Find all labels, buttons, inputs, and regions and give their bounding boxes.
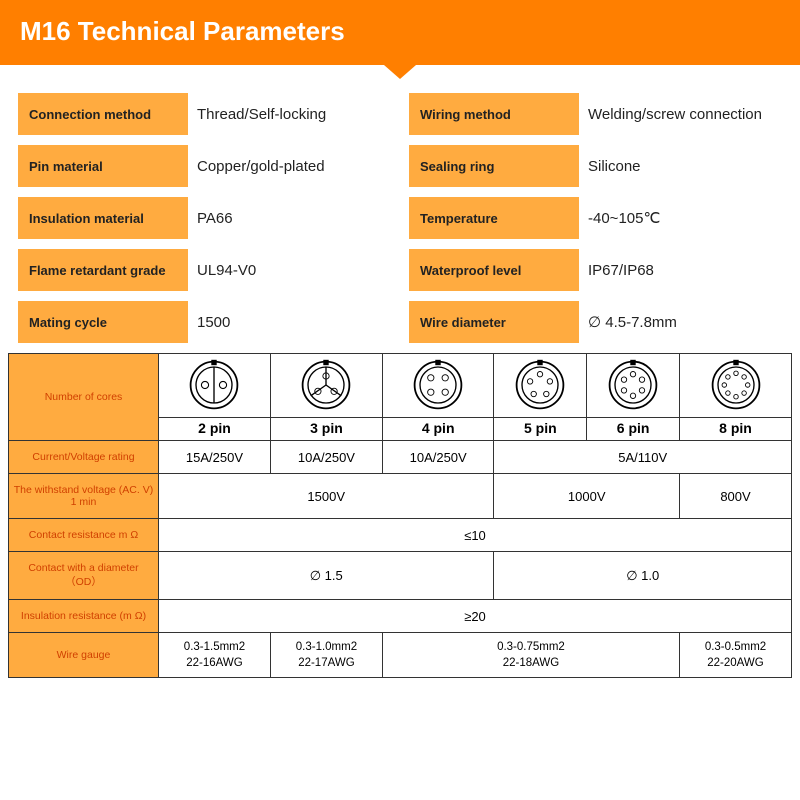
param-label: Insulation material: [18, 197, 188, 239]
row-header-insulation-resistance: Insulation resistance (m Ω): [9, 600, 159, 633]
param-value: IP67/IP68: [579, 249, 782, 291]
spec-table: Number of cores 2 pin 3 pin 4 pin 5 pin …: [0, 353, 800, 688]
param-insulation-material: Insulation materialPA66: [18, 197, 391, 239]
param-label: Waterproof level: [409, 249, 579, 291]
cell: 5A/110V: [494, 441, 792, 474]
pin-icon-5: [494, 354, 587, 418]
cell: 10A/250V: [270, 441, 382, 474]
cell: ∅ 1.0: [494, 552, 792, 600]
pin-label: 5 pin: [494, 418, 587, 441]
param-value: Silicone: [579, 145, 782, 187]
param-value: Copper/gold-plated: [188, 145, 391, 187]
param-connection-method: Connection methodThread/Self-locking: [18, 93, 391, 135]
pin-label: 3 pin: [270, 418, 382, 441]
param-label: Wiring method: [409, 93, 579, 135]
cell: 0.3-1.5mm222-16AWG: [159, 633, 271, 678]
pin-icon-6: [587, 354, 680, 418]
param-mating-cycle: Mating cycle1500: [18, 301, 391, 343]
param-value: 1500: [188, 301, 391, 343]
param-value: Welding/screw connection: [579, 93, 782, 135]
param-value: -40~105℃: [579, 197, 782, 239]
page-title: M16 Technical Parameters: [20, 16, 780, 47]
param-value: PA66: [188, 197, 391, 239]
pin-label: 8 pin: [680, 418, 792, 441]
param-waterproof: Waterproof levelIP67/IP68: [409, 249, 782, 291]
row-header-withstand: The withstand voltage (AC. V) 1 min: [9, 474, 159, 519]
param-label: Pin material: [18, 145, 188, 187]
pin-label: 2 pin: [159, 418, 271, 441]
cell: 15A/250V: [159, 441, 271, 474]
cell: 0.3-0.75mm222-18AWG: [382, 633, 679, 678]
param-label: Mating cycle: [18, 301, 188, 343]
param-flame-retardant: Flame retardant gradeUL94-V0: [18, 249, 391, 291]
param-label: Connection method: [18, 93, 188, 135]
param-pin-material: Pin materialCopper/gold-plated: [18, 145, 391, 187]
pin-label: 4 pin: [382, 418, 494, 441]
cell: 800V: [680, 474, 792, 519]
pin-label: 6 pin: [587, 418, 680, 441]
parameter-grid: Connection methodThread/Self-locking Wir…: [0, 65, 800, 353]
pin-icon-8: [680, 354, 792, 418]
cell: ≤10: [159, 519, 792, 552]
param-label: Sealing ring: [409, 145, 579, 187]
param-sealing-ring: Sealing ringSilicone: [409, 145, 782, 187]
pin-icon-4: [382, 354, 494, 418]
pin-icon-2: [159, 354, 271, 418]
row-header-cores: Number of cores: [9, 354, 159, 441]
param-label: Temperature: [409, 197, 579, 239]
row-header-current: Current/Voltage rating: [9, 441, 159, 474]
param-value: ∅ 4.5-7.8mm: [579, 301, 782, 343]
cell: 1000V: [494, 474, 680, 519]
param-value: UL94-V0: [188, 249, 391, 291]
param-value: Thread/Self-locking: [188, 93, 391, 135]
param-label: Wire diameter: [409, 301, 579, 343]
header-bar: M16 Technical Parameters: [0, 0, 800, 65]
cell: 0.3-1.0mm222-17AWG: [270, 633, 382, 678]
param-wire-diameter: Wire diameter∅ 4.5-7.8mm: [409, 301, 782, 343]
cell: ≥20: [159, 600, 792, 633]
row-header-wire-gauge: Wire gauge: [9, 633, 159, 678]
param-wiring-method: Wiring methodWelding/screw connection: [409, 93, 782, 135]
row-header-contact-resistance: Contact resistance m Ω: [9, 519, 159, 552]
row-header-contact-diameter: Contact with a diameter（OD）: [9, 552, 159, 600]
cell: 0.3-0.5mm222-20AWG: [680, 633, 792, 678]
cell: 1500V: [159, 474, 494, 519]
cell: 10A/250V: [382, 441, 494, 474]
param-label: Flame retardant grade: [18, 249, 188, 291]
pin-icon-3: [270, 354, 382, 418]
cell: ∅ 1.5: [159, 552, 494, 600]
param-temperature: Temperature-40~105℃: [409, 197, 782, 239]
